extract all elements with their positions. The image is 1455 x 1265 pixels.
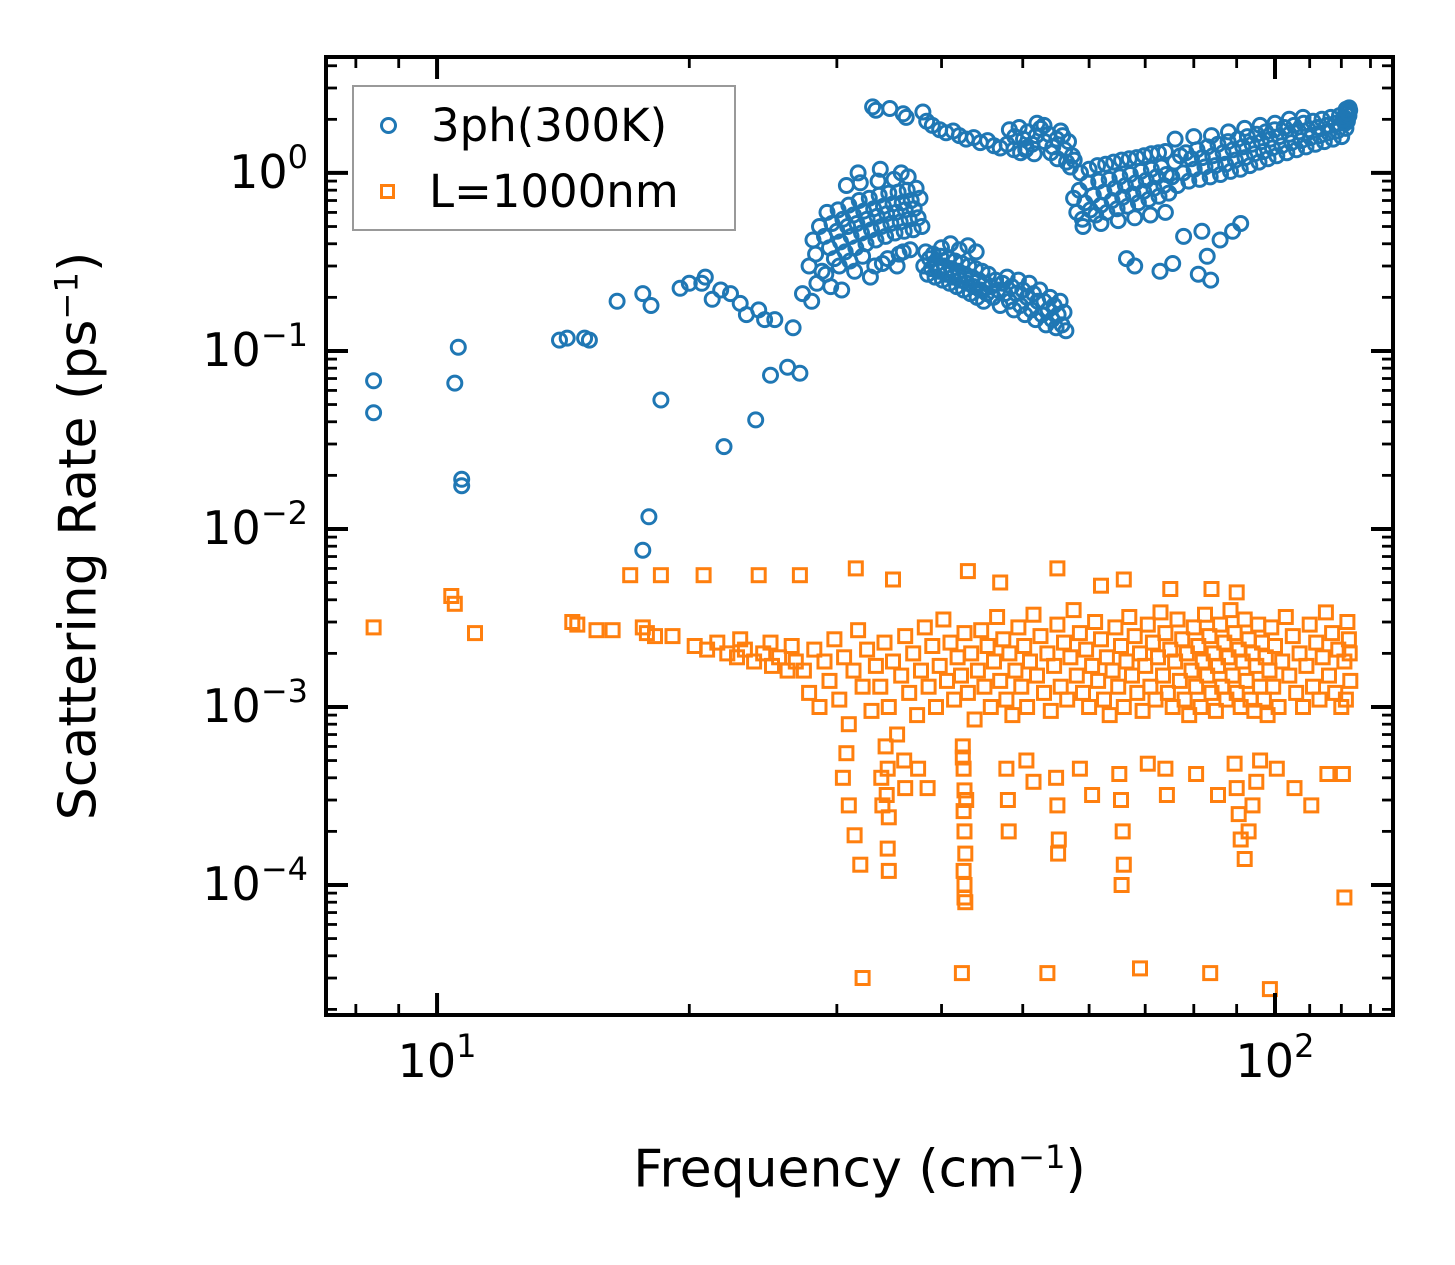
square-marker-icon [380, 183, 395, 199]
y-axis-title-text: Scattering Rate (ps [48, 319, 109, 821]
y-axis-title-sup: −1 [47, 272, 86, 320]
x-axis-title: Frequency (cm−1) [326, 1138, 1393, 1199]
y-tick-label: 10−4 [202, 850, 308, 911]
x-axis-title-text: Frequency (cm [633, 1139, 1018, 1200]
y-tick-label: 10−2 [202, 494, 308, 555]
legend-entry-3ph[interactable]: 3ph(300K) [380, 97, 734, 153]
ticks [326, 57, 1393, 1015]
y-tick-label: 10−1 [202, 316, 308, 377]
x-tick-label: 102 [1236, 1027, 1315, 1088]
y-axis-title-suffix: ) [48, 251, 109, 273]
y-tick-label: 100 [229, 138, 308, 199]
legend-label-3ph: 3ph(300K) [431, 98, 668, 152]
legend[interactable]: 3ph(300K) L=1000nm [352, 85, 736, 231]
legend-label-L1000nm: L=1000nm [429, 164, 679, 218]
y-tick-label: 10−3 [202, 672, 308, 733]
tick-labels: 101 102 100 10−1 10−2 10−3 10−4 [202, 138, 1314, 1088]
series-3ph-300K [365, 98, 1359, 559]
x-tick-label: 101 [398, 1027, 477, 1088]
y-axis-title: Scattering Rate (ps−1) [47, 252, 108, 821]
series-L-1000nm [365, 560, 1359, 998]
x-axis-title-suffix: ) [1065, 1139, 1086, 1200]
legend-entry-L1000nm[interactable]: L=1000nm [380, 163, 734, 219]
x-axis-title-sup: −1 [1017, 1138, 1066, 1176]
circle-marker-icon [380, 116, 397, 134]
